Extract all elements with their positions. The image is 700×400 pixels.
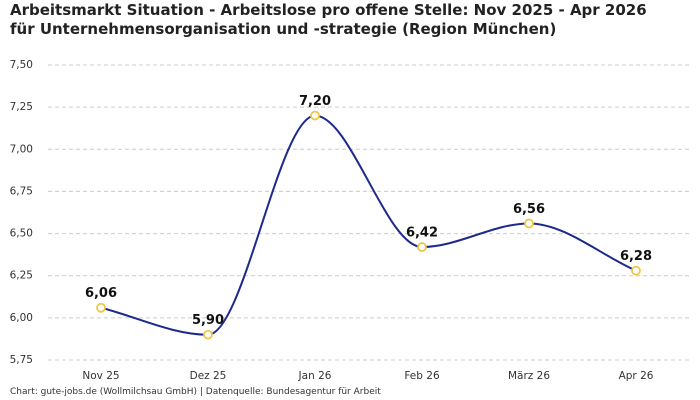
y-tick-label: 6,25 (10, 270, 33, 282)
source-note: Chart: gute-jobs.de (Wollmilchsau GmbH) … (10, 387, 381, 397)
x-tick-label: Nov 25 (82, 370, 119, 382)
y-tick-label: 7,50 (10, 59, 33, 71)
data-label: 7,20 (299, 94, 331, 109)
x-tick-label: Dez 25 (190, 370, 227, 382)
data-label: 5,90 (192, 313, 224, 328)
y-tick-label: 6,50 (10, 228, 33, 240)
line (100, 114, 637, 336)
chart-title: Arbeitsmarkt Situation - Arbeitslose pro… (10, 1, 647, 38)
marker (96, 302, 106, 313)
data-label: 6,28 (620, 249, 652, 264)
x-tick-label: März 26 (508, 370, 550, 382)
marker (203, 329, 213, 340)
marker (524, 218, 534, 229)
marker (310, 110, 320, 121)
data-label: 6,06 (85, 286, 117, 301)
data-label: 6,56 (513, 202, 545, 217)
x-tick-label: Jan 26 (298, 370, 332, 382)
y-tick-label: 6,00 (10, 312, 33, 324)
marker (631, 265, 641, 276)
y-tick-label: 5,75 (10, 354, 33, 366)
marker (417, 242, 427, 252)
data-label: 6,42 (406, 226, 438, 241)
x-tick-label: Feb 26 (404, 370, 440, 382)
x-tick-label: Apr 26 (619, 370, 654, 382)
y-tick-label: 6,75 (10, 185, 33, 197)
y-tick-label: 7,25 (10, 101, 33, 113)
y-tick-label: 7,00 (10, 143, 33, 155)
